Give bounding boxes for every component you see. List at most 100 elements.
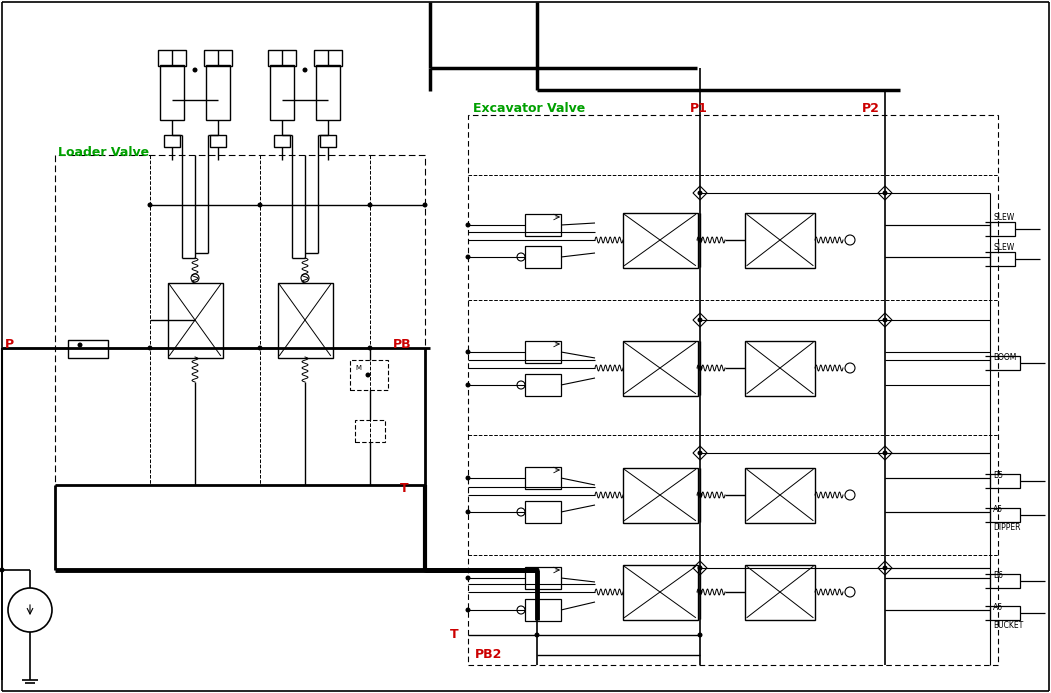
Text: A5: A5 — [993, 505, 1003, 514]
Circle shape — [0, 568, 4, 572]
Circle shape — [423, 568, 428, 572]
Circle shape — [423, 202, 428, 207]
Circle shape — [698, 317, 702, 322]
Circle shape — [883, 450, 887, 455]
Text: PB: PB — [393, 337, 412, 351]
Circle shape — [466, 349, 471, 355]
Bar — [990, 606, 1021, 620]
Bar — [526, 599, 561, 621]
Circle shape — [698, 590, 702, 595]
Text: T: T — [450, 629, 458, 642]
Text: DIPPER: DIPPER — [993, 523, 1021, 532]
Circle shape — [466, 254, 471, 259]
Bar — [316, 65, 341, 120]
Bar — [623, 213, 698, 268]
Circle shape — [466, 222, 471, 227]
Circle shape — [698, 238, 702, 243]
Polygon shape — [878, 446, 892, 460]
Bar — [158, 50, 186, 66]
Circle shape — [303, 67, 308, 73]
Text: SLEW: SLEW — [993, 243, 1014, 252]
Bar — [526, 501, 561, 523]
Text: T: T — [400, 482, 409, 495]
Bar — [745, 565, 815, 620]
Circle shape — [698, 191, 702, 195]
Bar — [279, 283, 333, 358]
Text: PB2: PB2 — [475, 649, 502, 662]
Circle shape — [192, 67, 198, 73]
Bar — [160, 65, 184, 120]
Circle shape — [466, 383, 471, 387]
Text: Loader Valve: Loader Valve — [58, 146, 149, 159]
Bar — [623, 468, 698, 523]
Bar — [526, 246, 561, 268]
Polygon shape — [693, 561, 707, 575]
Circle shape — [466, 475, 471, 480]
Bar — [168, 283, 223, 358]
Text: SLEW: SLEW — [993, 213, 1014, 222]
Polygon shape — [693, 186, 707, 200]
Bar — [355, 420, 385, 442]
Circle shape — [368, 202, 372, 207]
Circle shape — [466, 575, 471, 581]
Bar — [526, 341, 561, 363]
Bar — [526, 374, 561, 396]
Text: BOOM: BOOM — [993, 353, 1016, 362]
Bar — [468, 115, 998, 665]
Bar — [210, 135, 226, 147]
Circle shape — [883, 191, 887, 195]
Circle shape — [466, 509, 471, 514]
Bar — [990, 356, 1021, 370]
Text: P: P — [5, 337, 14, 351]
Polygon shape — [693, 313, 707, 327]
Circle shape — [257, 346, 263, 351]
Circle shape — [698, 493, 702, 498]
Circle shape — [698, 565, 702, 570]
Circle shape — [698, 633, 702, 638]
Bar — [350, 360, 388, 390]
Polygon shape — [693, 446, 707, 460]
Bar — [745, 468, 815, 523]
Bar — [990, 574, 1021, 588]
Text: B5: B5 — [993, 471, 1003, 480]
Text: P2: P2 — [862, 101, 880, 114]
Bar — [745, 213, 815, 268]
Circle shape — [698, 365, 702, 371]
Text: P1: P1 — [691, 101, 708, 114]
Bar — [55, 155, 425, 485]
Bar — [990, 508, 1021, 522]
Bar — [990, 252, 1015, 266]
Bar — [990, 222, 1015, 236]
Circle shape — [883, 565, 887, 570]
Polygon shape — [878, 561, 892, 575]
Text: M: M — [355, 365, 360, 371]
Circle shape — [698, 450, 702, 455]
Bar — [990, 474, 1021, 488]
Circle shape — [883, 317, 887, 322]
Circle shape — [366, 373, 371, 378]
Bar — [68, 340, 108, 358]
Circle shape — [257, 202, 263, 207]
Bar — [623, 565, 698, 620]
Circle shape — [147, 202, 152, 207]
Bar — [314, 50, 342, 66]
Bar — [526, 467, 561, 489]
Bar — [526, 567, 561, 589]
Bar — [270, 65, 294, 120]
Circle shape — [368, 346, 372, 351]
Circle shape — [147, 346, 152, 351]
Bar — [320, 135, 336, 147]
Bar — [526, 214, 561, 236]
Text: Excavator Valve: Excavator Valve — [473, 101, 585, 114]
Text: A6: A6 — [993, 604, 1003, 613]
Bar — [274, 135, 290, 147]
Bar — [164, 135, 180, 147]
Bar — [206, 65, 230, 120]
Circle shape — [535, 633, 539, 638]
Circle shape — [78, 342, 82, 347]
Circle shape — [466, 608, 471, 613]
Text: B6: B6 — [993, 572, 1003, 581]
Polygon shape — [878, 313, 892, 327]
Bar — [268, 50, 296, 66]
Polygon shape — [878, 186, 892, 200]
